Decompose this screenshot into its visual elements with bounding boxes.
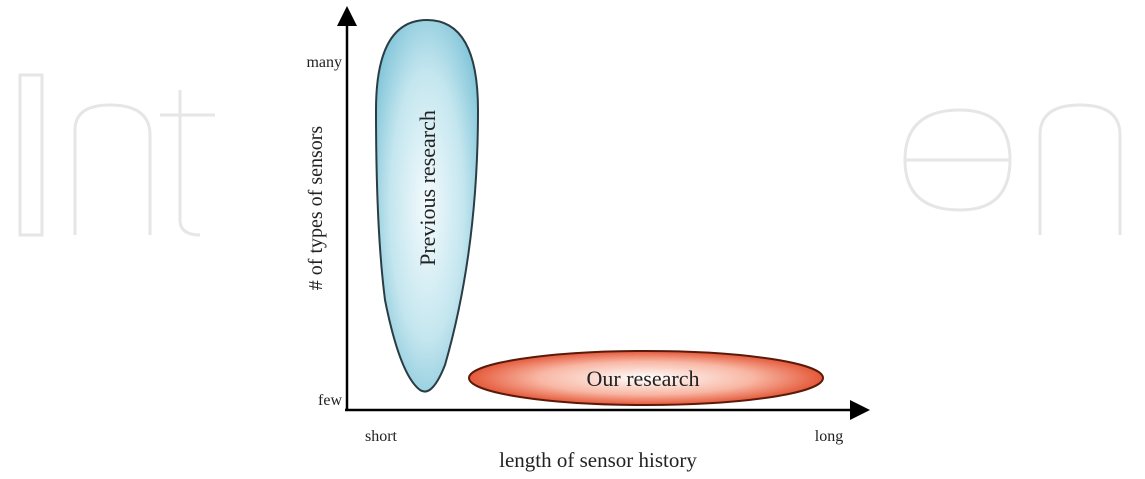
x-low: short xyxy=(365,428,398,445)
x-high: long xyxy=(815,428,843,445)
our-research-label: Our research xyxy=(587,366,700,391)
y-low: few xyxy=(318,392,342,409)
our-research-region xyxy=(468,350,824,406)
x-axis-label: length of sensor history xyxy=(499,448,697,472)
y-high: many xyxy=(306,54,342,71)
y-axis-label: # of types of sensors xyxy=(305,126,327,291)
axes xyxy=(337,6,870,420)
watermark xyxy=(18,73,1122,237)
previous-research-label: Previous research xyxy=(415,110,440,266)
previous-research-region xyxy=(374,18,480,393)
